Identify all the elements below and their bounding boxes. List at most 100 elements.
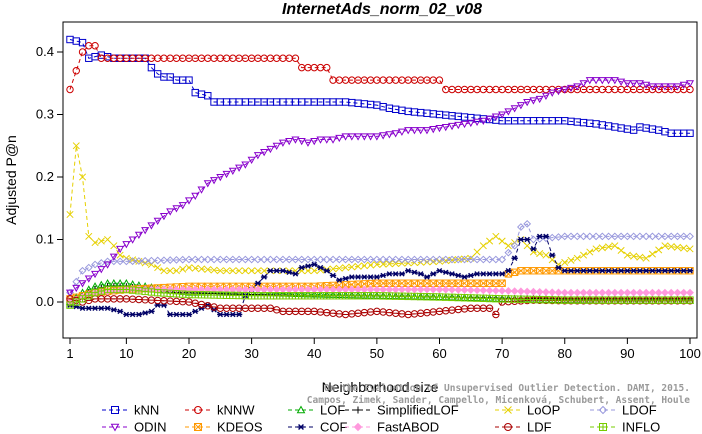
point-fastabod <box>479 286 488 295</box>
point-fastabod <box>485 286 494 295</box>
point-ldof <box>91 260 99 269</box>
point-fastabod <box>573 288 582 297</box>
point-loop <box>648 250 656 258</box>
point-cof <box>486 271 493 277</box>
y-tick-label: 0.4 <box>36 44 54 59</box>
x-tick-label: 100 <box>679 346 701 361</box>
x-tick-label: 10 <box>119 346 133 361</box>
point-loop <box>605 243 613 251</box>
point-ldof <box>272 255 281 264</box>
point-ldof <box>241 255 250 264</box>
point-cof <box>668 268 675 274</box>
point-ldof <box>460 255 469 264</box>
point-ldf <box>417 309 425 317</box>
point-odin <box>247 156 256 165</box>
point-ldof <box>398 255 406 264</box>
point-ldf <box>404 310 412 319</box>
point-odin <box>103 261 112 269</box>
point-ldof <box>341 255 350 264</box>
point-cof <box>574 268 581 274</box>
point-odin <box>91 270 100 279</box>
point-odin <box>510 105 519 113</box>
point-ldof <box>504 248 513 257</box>
point-ldof <box>517 223 525 231</box>
point-loop <box>673 243 682 251</box>
point-fastabod <box>548 288 557 297</box>
point-fastabod <box>322 285 331 294</box>
point-cof <box>129 311 136 318</box>
point-cof <box>655 268 662 274</box>
point-cof <box>411 269 418 276</box>
x-tick-label: 80 <box>558 346 572 361</box>
point-cof <box>336 277 343 283</box>
point-cof <box>348 274 356 280</box>
point-odin <box>617 78 626 86</box>
point-loop <box>235 267 243 275</box>
point-cof <box>455 272 462 279</box>
legend-marker <box>297 424 305 430</box>
point-ldf <box>222 304 231 312</box>
point-fastabod <box>517 287 525 296</box>
point-ldf <box>122 295 131 303</box>
point-knnw <box>78 48 87 56</box>
point-fastabod <box>448 285 456 294</box>
point-fastabod <box>253 285 262 294</box>
point-odin <box>134 231 143 240</box>
x-tick-label: 50 <box>370 346 384 361</box>
point-ldf <box>97 295 106 303</box>
point-odin <box>648 83 657 91</box>
point-odin <box>109 253 118 261</box>
point-ldof <box>585 232 594 241</box>
point-cof <box>430 271 437 277</box>
point-ldof <box>310 255 319 264</box>
point-fastabod <box>416 285 425 294</box>
point-cof <box>417 271 424 277</box>
point-loop <box>154 264 162 272</box>
point-inflo <box>329 292 337 300</box>
point-odin <box>485 115 494 123</box>
point-cof <box>135 311 143 318</box>
legend-label: COF <box>320 420 348 434</box>
point-knn <box>72 37 80 45</box>
point-fastabod <box>667 288 676 297</box>
point-loop <box>329 265 337 273</box>
point-ldf <box>473 304 481 312</box>
point-odin <box>191 192 200 200</box>
point-fastabod <box>398 285 406 294</box>
point-ldf <box>435 307 444 316</box>
point-odin <box>579 80 588 88</box>
x-tick-label: 70 <box>495 346 509 361</box>
point-ldf <box>310 307 318 316</box>
legend-label: LDOF <box>622 403 657 418</box>
point-fastabod <box>542 288 550 296</box>
point-odin <box>410 127 419 135</box>
plot-frame <box>62 21 698 339</box>
point-odin <box>685 80 695 88</box>
point-odin <box>491 113 500 121</box>
point-ldof <box>172 255 181 264</box>
point-ldof <box>410 255 419 264</box>
point-cof <box>630 268 637 274</box>
point-ldf <box>147 296 156 304</box>
point-loop <box>548 256 556 264</box>
legend-label: kNNW <box>217 403 255 418</box>
legend-marker <box>111 406 119 414</box>
point-fastabod <box>379 285 388 294</box>
point-odin <box>529 97 538 105</box>
point-ldf <box>191 299 199 307</box>
point-knnw <box>91 42 99 50</box>
point-odin <box>272 142 281 150</box>
point-cof <box>298 264 305 271</box>
point-fastabod <box>260 285 269 294</box>
point-ldof <box>416 255 425 264</box>
point-loop <box>473 248 481 256</box>
point-odin <box>172 205 181 213</box>
point-fastabod <box>598 288 607 297</box>
legend-item-ldf: LDF <box>495 420 552 434</box>
point-ldf <box>316 308 325 316</box>
point-ldf <box>423 308 431 317</box>
point-fastabod <box>504 287 513 295</box>
point-ldf <box>279 307 287 316</box>
point-cof <box>367 274 374 280</box>
point-ldof <box>247 255 256 264</box>
